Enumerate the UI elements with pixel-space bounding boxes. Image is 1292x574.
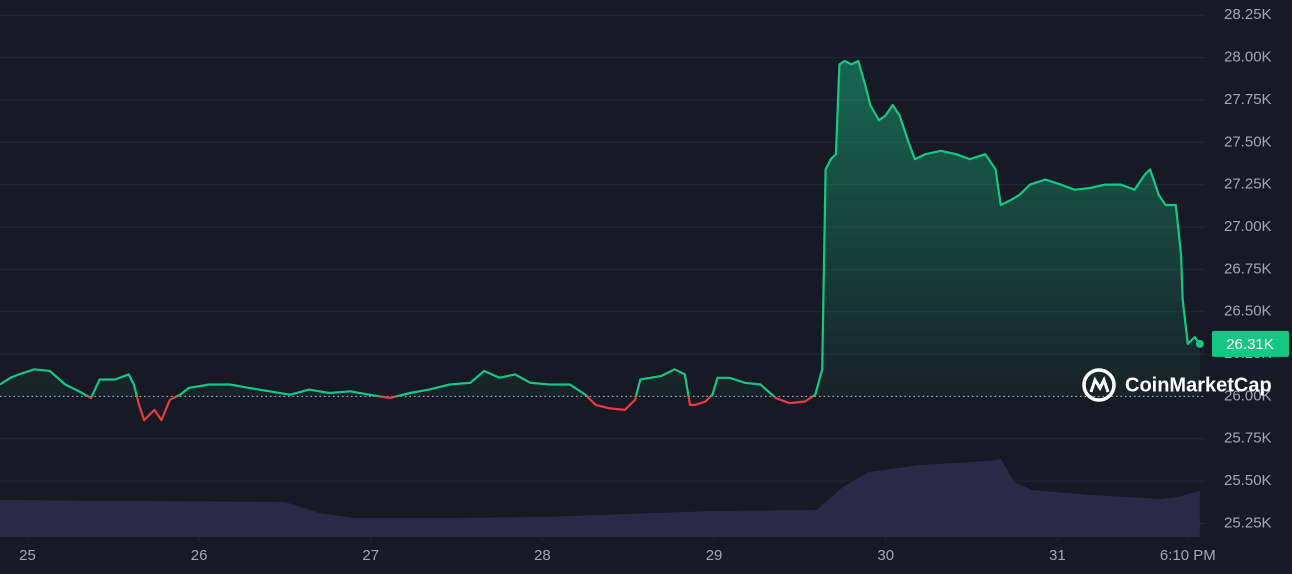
y-tick-label: 28.00K	[1224, 49, 1272, 66]
last-point	[1195, 339, 1204, 348]
price-line	[0, 59, 1201, 422]
price-badge-label: 26.31K	[1226, 336, 1274, 353]
y-tick-label: 27.25K	[1224, 176, 1272, 193]
y-tick-label: 26.00K	[1224, 387, 1272, 404]
x-tick-label: 28	[534, 547, 551, 564]
x-tick-label: 6:10 PM	[1160, 547, 1216, 564]
x-tick-label: 31	[1049, 547, 1066, 564]
y-tick-label: 25.25K	[1224, 514, 1272, 531]
volume-area	[0, 459, 1200, 537]
x-tick-label: 26	[191, 547, 208, 564]
x-tick-label: 30	[877, 547, 894, 564]
y-tick-label: 27.50K	[1224, 133, 1272, 150]
y-tick-label: 27.00K	[1224, 218, 1272, 235]
logo	[1082, 368, 1116, 402]
x-tick-label: 25	[19, 547, 36, 564]
plot: 25.25K25.50K25.75K26.00K26.25K26.50K26.7…	[0, 6, 1289, 564]
y-tick-label: 27.75K	[1224, 91, 1272, 108]
y-tick-label: 25.75K	[1224, 430, 1272, 447]
watermark-text: CoinMarketCap	[1125, 374, 1272, 396]
y-tick-label: 25.50K	[1224, 472, 1272, 489]
y-tick-label: 26.75K	[1224, 260, 1272, 277]
price-badge	[1212, 330, 1289, 357]
logo-mark	[1089, 376, 1110, 393]
y-tick-label: 28.25K	[1224, 6, 1272, 23]
watermark: CoinMarketCap	[1082, 368, 1272, 402]
x-tick-label: 27	[362, 547, 379, 564]
price-area	[0, 61, 1200, 397]
y-tick-label: 26.50K	[1224, 303, 1272, 320]
x-tick-label: 29	[706, 547, 723, 564]
